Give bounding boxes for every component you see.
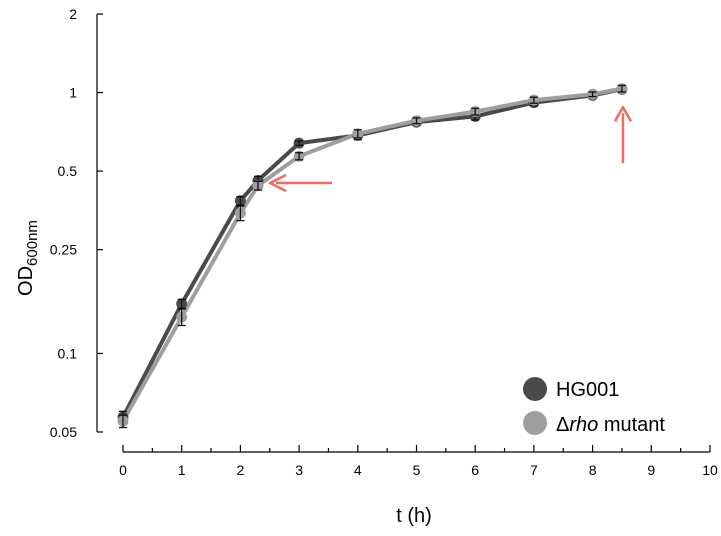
y-tick-label-0: 2 [69,6,77,22]
x-tick-label-2: 2 [237,462,245,478]
x-tick-label-3: 3 [295,462,303,478]
series-line-1 [121,86,624,424]
x-tick-label-5: 5 [413,462,421,478]
y-tick-label-4: 0.1 [58,345,78,361]
x-tick-label-4: 4 [354,462,362,478]
x-tick-label-8: 8 [589,462,597,478]
y-tick-label-2: 0.5 [58,163,78,179]
x-axis-title: t (h) [396,505,432,527]
series-line-0 [121,87,624,420]
y-tick-label-5: 0.05 [50,424,77,440]
annotations [268,105,633,193]
x-tick-label-0: 0 [119,462,127,478]
arrow-head-1 [613,105,633,122]
x-tick-label-7: 7 [530,462,538,478]
arrow-head-0 [268,173,287,193]
legend-marker-rho-mutant [523,411,547,435]
legend-label-hg001: HG001 [556,379,619,401]
legend-label-mutant: mutant [598,414,665,436]
legend-marker-hg001 [523,377,547,401]
y-axis-title: OD600nm [15,220,41,296]
x-tick-label-10: 10 [702,462,718,478]
y-tick-label-3: 0.25 [50,242,77,258]
axes: 2 1 0.5 0.25 0.1 0.05 0 1 2 3 4 5 6 7 8 9 10 [50,6,718,478]
legend-item-rho-mutant: Δrho mutant [523,411,665,436]
legend-label-rho-mutant: Δrho mutant [556,414,665,436]
x-tick-label-6: 6 [471,462,479,478]
y-axis-title-subscript: 600nm [24,220,41,266]
series [117,83,628,429]
arrow-annotation-0 [268,173,333,193]
legend-label-delta: Δ [556,414,569,436]
y-tick-label-1: 1 [69,85,77,101]
legend-label-rho: rho [569,414,598,436]
y-axis-title-main: OD [15,266,37,296]
legend: HG001 Δrho mutant [523,377,665,436]
legend-item-hg001: HG001 [523,377,619,401]
arrow-annotation-1 [613,105,633,164]
x-tick-label-9: 9 [647,462,655,478]
x-tick-label-1: 1 [178,462,186,478]
